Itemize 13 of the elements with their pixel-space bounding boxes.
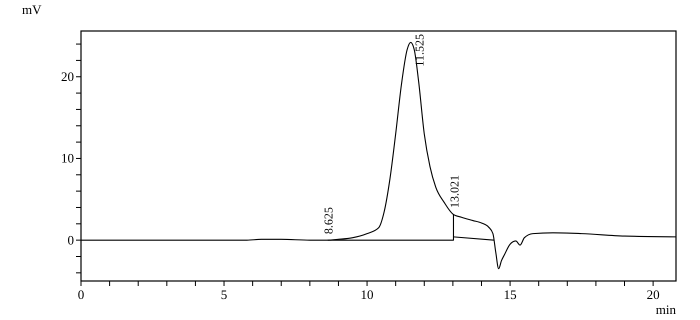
x-axis-title: min: [656, 302, 676, 317]
x-tick-label: 5: [220, 287, 228, 302]
x-tick-label: 15: [504, 287, 517, 302]
y-tick-label: 20: [61, 68, 74, 84]
y-tick-label: 0: [68, 232, 74, 248]
annotation: 8.625: [322, 207, 336, 234]
x-tick-label: 0: [78, 287, 84, 302]
annotation: 11.525: [412, 34, 427, 67]
x-tick-label: 10: [360, 287, 374, 302]
annotation: 13.021: [447, 175, 462, 208]
y-axis-title: mV: [22, 2, 42, 17]
y-tick-label: 10: [61, 150, 74, 166]
x-tick-label: 20: [646, 287, 660, 302]
